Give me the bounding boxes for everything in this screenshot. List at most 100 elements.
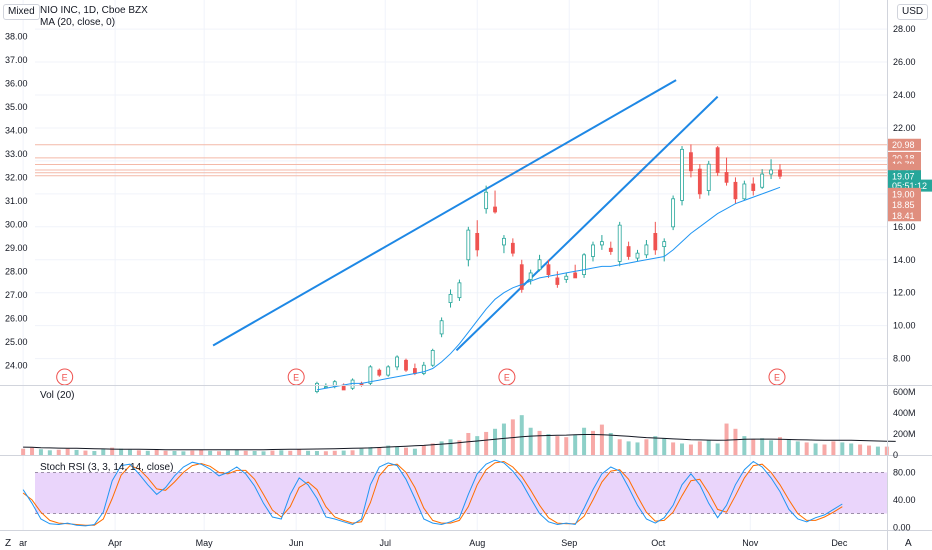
volume-bar xyxy=(74,449,79,455)
candle-body xyxy=(626,246,631,257)
volume-bar xyxy=(546,434,551,455)
left-axis-tick: 26.00 xyxy=(5,314,28,324)
volume-bar xyxy=(769,440,774,455)
volume-bar xyxy=(270,450,275,455)
candle-body xyxy=(742,183,747,200)
candle-body xyxy=(671,198,676,228)
candle-body xyxy=(706,163,711,191)
candle-body xyxy=(484,191,489,210)
candle-body xyxy=(395,356,399,368)
volume-bar xyxy=(297,449,302,455)
symbol-legend[interactable]: NIO INC, 1D, Cboe BZX xyxy=(40,5,148,16)
earnings-marker-label: E xyxy=(774,373,780,383)
volume-bar xyxy=(635,442,640,455)
right-axis-tick: 26.00 xyxy=(893,57,916,67)
right-axis-tick: 16.00 xyxy=(893,222,916,232)
candle-body xyxy=(439,320,444,335)
price-label: 20.98 xyxy=(892,140,915,150)
candle-body xyxy=(697,168,702,195)
mode-button[interactable]: Mixed xyxy=(3,4,40,20)
volume-bar xyxy=(217,451,222,455)
volume-bar xyxy=(412,448,417,455)
earnings-marker-label: E xyxy=(504,373,510,383)
volume-bar xyxy=(537,430,542,455)
volume-bar xyxy=(341,450,346,455)
ma20-line xyxy=(316,186,781,391)
volume-bar xyxy=(21,448,26,455)
volume-bar xyxy=(234,449,239,455)
volume-bar xyxy=(519,415,524,455)
candle-body xyxy=(715,147,720,173)
candle-body xyxy=(662,241,667,247)
volume-bar xyxy=(225,450,230,455)
candle-body xyxy=(466,229,471,261)
left-axis-tick: 31.00 xyxy=(5,196,28,206)
left-axis-tick: 38.00 xyxy=(5,32,28,42)
volume-bar xyxy=(377,447,382,455)
z-button[interactable]: Z xyxy=(5,538,12,549)
candle-body xyxy=(617,224,622,262)
volume-axis-tick: 0 xyxy=(893,450,898,460)
candle-body xyxy=(386,366,391,376)
volume-bar xyxy=(199,449,204,455)
chart-grid xyxy=(22,0,887,530)
volume-bar xyxy=(760,438,765,455)
volume-bar xyxy=(688,444,693,455)
stoch-axis-tick: 40.00 xyxy=(893,495,916,505)
volume-bar xyxy=(475,436,480,455)
right-price-axis[interactable]: 28.0026.0024.0022.0020.0018.0016.0014.00… xyxy=(893,24,916,532)
right-axis-tick: 22.00 xyxy=(893,123,916,133)
volume-bar xyxy=(92,451,97,455)
currency-button[interactable]: USD xyxy=(897,4,929,20)
candle-body xyxy=(653,232,658,251)
candle-body xyxy=(724,172,729,183)
volume-bar xyxy=(163,450,168,455)
candle-body xyxy=(599,241,604,246)
candle-body xyxy=(315,382,319,392)
price-label: 18.41 xyxy=(892,211,915,221)
volume-bar xyxy=(555,436,560,455)
a-button[interactable]: A xyxy=(905,538,912,549)
left-axis: 39.0038.0037.0036.0035.0034.0033.0032.00… xyxy=(5,8,28,371)
left-axis-tick: 37.00 xyxy=(5,55,28,65)
volume-bar xyxy=(83,450,88,455)
volume-bar xyxy=(724,423,729,455)
volume-bar xyxy=(101,449,106,455)
volume-bar xyxy=(671,442,676,455)
volume-bar xyxy=(751,439,756,455)
volume-bar xyxy=(38,449,43,455)
right-axis-tick: 8.00 xyxy=(893,354,911,364)
horizontal-levels xyxy=(35,144,887,177)
volume-bar xyxy=(279,450,284,455)
left-axis-tick: 33.00 xyxy=(5,149,28,159)
candle-body xyxy=(350,379,355,389)
volume-bar xyxy=(528,427,533,455)
stoch-axis-tick: 80.00 xyxy=(893,467,916,477)
volume-bar xyxy=(145,450,150,455)
volume-bar xyxy=(831,441,836,455)
candle-body xyxy=(493,206,497,213)
candle-body xyxy=(689,152,693,172)
candle-body xyxy=(564,275,569,280)
left-axis-tick: 29.00 xyxy=(5,243,28,253)
time-axis[interactable]: ar Apr May Jun Jul Aug Sep Oct Nov Dec xyxy=(19,538,848,548)
candle-body xyxy=(582,254,586,275)
volume-bar xyxy=(190,450,195,455)
stoch-d-line xyxy=(22,460,843,526)
vol-legend[interactable]: Vol (20) xyxy=(40,390,75,401)
candle-body xyxy=(502,237,506,246)
volume-bar xyxy=(501,423,506,455)
ma-legend[interactable]: MA (20, close, 0) xyxy=(40,17,116,28)
candle-body xyxy=(751,183,756,191)
left-axis-tick: 30.00 xyxy=(5,220,28,230)
volume-bar xyxy=(288,450,293,455)
earnings-marker-label: E xyxy=(62,373,68,383)
volume-bar xyxy=(786,439,791,455)
volume-bar xyxy=(332,450,337,455)
left-axis-tick: 32.00 xyxy=(5,173,28,183)
volume-bar xyxy=(840,442,845,455)
candle-body xyxy=(430,349,435,366)
stoch-legend[interactable]: Stoch RSI (3, 3, 14, 14, close) xyxy=(40,462,174,473)
candle-body xyxy=(413,368,417,374)
